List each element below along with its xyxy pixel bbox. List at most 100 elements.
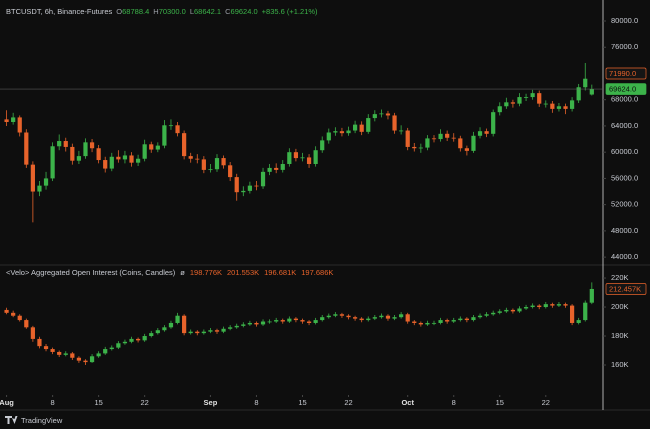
candle-body [569, 305, 575, 323]
candle-body [385, 315, 391, 319]
candle-body [142, 336, 147, 341]
candle-body [162, 327, 167, 331]
candle-body [103, 160, 108, 169]
x-tick-label: 15 [496, 398, 504, 407]
candle-body [254, 185, 259, 187]
candle-body [556, 304, 562, 306]
candle-body [260, 321, 266, 325]
pane-legend: <Velo> Aggregated Open Interest (Coins, … [6, 268, 333, 277]
candle-body [576, 320, 581, 323]
candle-body [392, 317, 397, 319]
candle-body [129, 338, 134, 342]
candle-body [497, 311, 502, 313]
candle-body [372, 114, 377, 119]
candle-body [379, 315, 384, 318]
candle-body [438, 133, 443, 140]
candle-body [491, 312, 496, 315]
legend-symbol: ø [180, 268, 185, 277]
candle-body [247, 322, 252, 325]
candle-body [214, 158, 220, 170]
y-tick-label: 160K [611, 360, 629, 369]
candle-body [228, 165, 233, 178]
candle-body [214, 330, 220, 332]
candle-body [280, 163, 285, 170]
price-label-box [605, 67, 647, 80]
legend-key: C [225, 7, 231, 16]
candle-body [201, 331, 206, 334]
candle-body [96, 353, 101, 357]
candle-body [352, 317, 358, 319]
candle-body [293, 152, 299, 159]
candle-body [517, 308, 522, 312]
candle-body [241, 324, 246, 326]
candle-body [366, 318, 371, 321]
x-tick-label: Sep [204, 398, 218, 407]
x-tick-label: 22 [140, 398, 148, 407]
candle-body [372, 317, 377, 319]
y-tick-label: 180K [611, 331, 629, 340]
x-tick-label: 8 [254, 398, 258, 407]
candle-body [556, 106, 562, 109]
candle-body [589, 89, 594, 95]
candle-body [412, 321, 417, 323]
footer-brand[interactable]: TradingView [21, 416, 63, 425]
candle-body [543, 304, 548, 308]
candle-body [537, 305, 542, 308]
pane-title: BTCUSDT, 6h, Binance-Futures [6, 7, 113, 16]
candle-body [155, 330, 160, 334]
price-label-box [605, 283, 647, 295]
candle-body [583, 302, 588, 321]
candle-body [109, 156, 114, 169]
candle-body [484, 131, 489, 134]
candle-body [326, 132, 331, 141]
candle-body [83, 360, 88, 363]
candle-body [63, 141, 68, 147]
candle-body [50, 349, 55, 352]
candle-body [464, 148, 469, 151]
candle-body [589, 288, 594, 303]
candle-body [313, 150, 318, 164]
candle-body [135, 338, 141, 341]
y-tick-label: 76000.0 [611, 42, 638, 51]
candle-body [135, 158, 141, 163]
y-tick-label: 52000.0 [611, 200, 638, 209]
x-tick-label: Oct [401, 398, 414, 407]
candle-body [464, 318, 469, 321]
price-label: 212.457K [609, 284, 641, 293]
candle-body [431, 138, 437, 140]
candle-body [576, 87, 581, 101]
candle-body [234, 177, 239, 193]
candle-body [346, 130, 351, 134]
tradingview-logo[interactable] [5, 416, 18, 424]
candle-body [254, 322, 259, 325]
candle-body [399, 130, 404, 132]
price-label-box [605, 83, 647, 95]
candle-body [504, 102, 509, 107]
x-tick-label: 22 [542, 398, 550, 407]
candle-body [122, 341, 128, 344]
candle-body [366, 118, 371, 132]
legend-value: 201.553K [227, 268, 259, 277]
candle-body [287, 318, 292, 322]
candle-body [550, 103, 555, 109]
candle-body [543, 103, 548, 105]
candle-body [234, 325, 239, 328]
candle-body [438, 320, 443, 323]
candle-body [339, 314, 345, 316]
candle-body [530, 305, 535, 308]
x-tick-label: 8 [452, 398, 456, 407]
candle-body [221, 158, 226, 166]
candle-body [43, 178, 49, 186]
y-tick-label: 48000.0 [611, 226, 638, 235]
candle-body [333, 314, 338, 316]
candle-body [201, 159, 206, 170]
price-label: 69624.0 [609, 85, 636, 94]
candle-body [221, 328, 226, 332]
candle-body [4, 309, 9, 313]
candle-body [208, 330, 213, 332]
x-tick-label: 8 [51, 398, 55, 407]
candle-body [399, 314, 404, 318]
y-tick-label: 44000.0 [611, 252, 638, 261]
candle-body [43, 346, 49, 350]
